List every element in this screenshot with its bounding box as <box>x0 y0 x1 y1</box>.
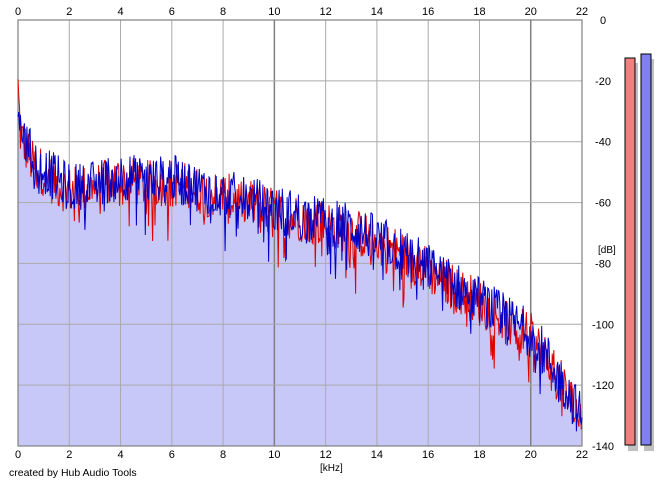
x-tick-label-top: 4 <box>117 6 123 18</box>
x-axis-label: [kHz] <box>320 463 343 474</box>
x-tick-label-bottom: 12 <box>320 449 332 461</box>
spectrum-lines <box>17 79 583 432</box>
x-tick-label-top: 12 <box>320 6 332 18</box>
x-tick-label-bottom: 6 <box>169 449 175 461</box>
y-tick-label: -100 <box>592 319 614 331</box>
x-tick-label-bottom: 14 <box>371 449 383 461</box>
x-tick-label-bottom: 16 <box>422 449 434 461</box>
x-tick-label-top: 16 <box>422 6 434 18</box>
y-tick-label: -40 <box>595 137 611 149</box>
x-tick-label-top: 10 <box>268 6 280 18</box>
y-tick-label: -20 <box>595 76 611 88</box>
x-tick-label-top: 20 <box>525 6 537 18</box>
x-tick-label-bottom: 10 <box>268 449 280 461</box>
x-tick-label-top: 14 <box>371 6 383 18</box>
spectrum-area <box>18 79 582 447</box>
series-right-channel <box>17 111 583 432</box>
x-tick-label-top: 2 <box>66 6 72 18</box>
x-tick-label-top: 6 <box>169 6 175 18</box>
y-tick-label: -60 <box>595 198 611 210</box>
x-tick-label-bottom: 20 <box>525 449 537 461</box>
credit-text: created by Hub Audio Tools <box>9 467 137 479</box>
y-axis-ticks: 0 -20 -40 -60 -80 -100 -120 -140 <box>592 15 614 453</box>
level-meters <box>624 53 654 451</box>
y-tick-label: -80 <box>595 258 611 270</box>
spectrum-fill <box>18 79 582 447</box>
x-tick-label-bottom: 0 <box>15 449 21 461</box>
y-axis-label: [dB] <box>598 245 616 256</box>
x-tick-label-bottom: 8 <box>220 449 226 461</box>
level-meter-right <box>640 53 652 446</box>
x-tick-label-top: 18 <box>473 6 485 18</box>
x-tick-label-top: 22 <box>576 6 588 18</box>
y-tick-label: -140 <box>592 441 614 453</box>
x-tick-label-bottom: 18 <box>473 449 485 461</box>
x-tick-label-bottom: 2 <box>66 449 72 461</box>
x-tick-label-top: 8 <box>220 6 226 18</box>
x-tick-label-bottom: 4 <box>117 449 123 461</box>
y-tick-label: -120 <box>592 380 614 392</box>
x-tick-label-top: 0 <box>15 6 21 18</box>
x-tick-label-bottom: 22 <box>576 449 588 461</box>
level-meter-left <box>624 57 636 446</box>
y-tick-label: 0 <box>600 15 606 27</box>
plot-frame <box>17 19 583 447</box>
